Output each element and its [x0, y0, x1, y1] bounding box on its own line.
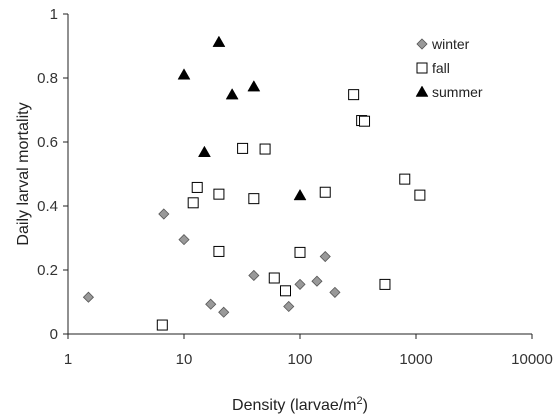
x-tick-label: 10000	[511, 351, 553, 368]
legend-fall-label: fall	[432, 60, 450, 76]
fall-point	[348, 89, 360, 101]
x-axis-ticks: 1 10 100 1000 10000	[64, 334, 553, 368]
winter-point	[319, 250, 331, 263]
fall-point	[414, 189, 426, 201]
x-tick-label: 10	[176, 351, 193, 368]
legend-summer-label: summer	[432, 84, 483, 100]
y-tick-label: 0.8	[37, 70, 58, 87]
winter-point	[248, 269, 260, 282]
y-axis-ticks: 0 0.2 0.4 0.6 0.8 1	[37, 6, 68, 343]
fall-point	[156, 319, 168, 331]
fall-point	[294, 246, 306, 258]
legend: winter fall summer	[415, 36, 483, 100]
x-axis-title-main: Density (larvae/m	[232, 397, 356, 414]
winter-point	[82, 291, 94, 303]
plot-area: 0 0.2 0.4 0.6 0.8 1 1 10 100 1000 10000	[37, 6, 553, 368]
y-tick-label: 0.2	[37, 262, 58, 279]
legend-winter-icon	[416, 38, 428, 50]
y-tick-label: 0.6	[37, 134, 58, 151]
fall-point	[191, 181, 203, 193]
winter-point	[329, 286, 341, 298]
summer-point	[247, 80, 261, 92]
y-tick-label: 1	[50, 6, 58, 23]
winter-point	[158, 208, 170, 220]
fall-point	[280, 285, 292, 297]
summer-point	[197, 145, 211, 157]
fall-point	[213, 245, 225, 257]
summer-point	[293, 188, 307, 201]
x-tick-label: 1000	[399, 351, 432, 368]
fall-point	[259, 143, 271, 155]
y-axis-title: Daily larval mortality	[15, 102, 32, 245]
legend-summer-icon	[415, 85, 429, 97]
winter-point	[218, 306, 230, 318]
fall-point	[379, 278, 391, 290]
x-tick-label: 1	[64, 351, 72, 368]
x-axis-title-superscript: 2	[357, 395, 363, 407]
fall-point	[187, 197, 199, 209]
winter-point	[178, 234, 190, 246]
fall-point	[237, 142, 249, 154]
x-axis-title: Density (larvae/m2)	[232, 395, 368, 414]
fall-point	[248, 193, 260, 205]
x-tick-label: 100	[287, 351, 312, 368]
data-points	[82, 35, 426, 331]
winter-point	[283, 300, 295, 313]
fall-point	[319, 186, 331, 198]
summer-point	[225, 88, 239, 100]
legend-fall-icon	[416, 62, 428, 74]
winter-point	[205, 298, 217, 310]
x-axis-title-end: )	[363, 397, 368, 414]
summer-point	[212, 35, 226, 47]
winter-point	[311, 275, 323, 287]
y-tick-label: 0.4	[37, 198, 58, 215]
legend-winter-label: winter	[431, 36, 470, 52]
summer-point	[177, 68, 191, 80]
winter-point	[294, 278, 306, 290]
y-tick-label: 0	[50, 326, 58, 343]
fall-point	[399, 173, 411, 185]
fall-point	[213, 188, 225, 200]
fall-point	[268, 272, 280, 284]
fall-point	[359, 115, 371, 127]
